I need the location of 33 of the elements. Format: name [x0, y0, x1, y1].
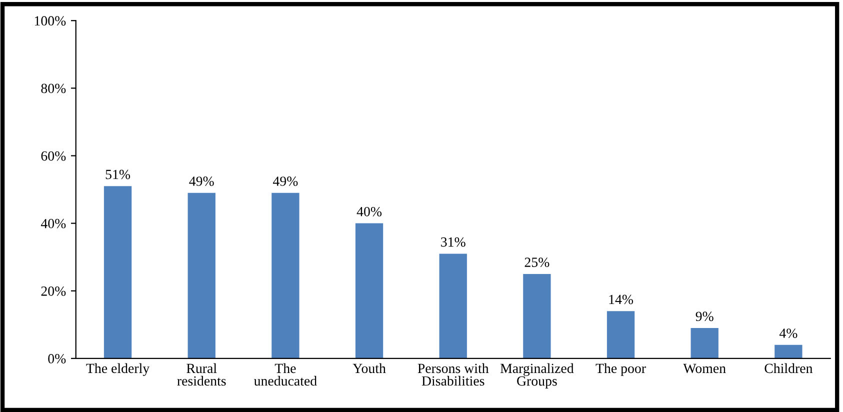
data-label: 14% — [609, 294, 634, 304]
data-label: 49% — [189, 176, 214, 186]
bar — [523, 274, 551, 358]
y-tick-label: 0% — [48, 354, 66, 364]
bar — [439, 254, 467, 358]
y-tick-label: 80% — [41, 84, 66, 94]
x-tick-label: Rural residents — [177, 363, 226, 386]
x-tick-label: The elderly — [86, 363, 150, 376]
data-label: 9% — [696, 312, 714, 322]
bar — [188, 192, 216, 358]
data-label: 51% — [106, 170, 130, 180]
y-tick-label: 100% — [34, 16, 66, 26]
y-tick-label: 40% — [40, 218, 66, 228]
x-tick-label: The poor — [596, 363, 646, 376]
bar — [606, 311, 635, 358]
bar — [774, 344, 802, 358]
data-label: 25% — [524, 258, 550, 268]
x-tick-label: Marginalized Groups — [500, 363, 574, 389]
x-tick-label: Women — [683, 364, 726, 374]
bar — [355, 223, 384, 358]
data-label: 49% — [272, 176, 298, 186]
y-tick-label: 60% — [41, 151, 66, 161]
bar — [690, 328, 718, 358]
x-tick-label: Persons with Disabilities — [418, 363, 489, 386]
x-tick-label: Youth — [352, 363, 386, 374]
data-label: 4% — [779, 328, 798, 338]
bar — [272, 192, 300, 358]
bar — [104, 186, 132, 358]
y-tick-label: 20% — [41, 286, 66, 296]
x-tick-label: Children — [764, 363, 813, 374]
data-label: 31% — [441, 237, 466, 247]
data-label: 40% — [356, 206, 382, 216]
x-tick-label: The uneducated — [254, 363, 317, 386]
